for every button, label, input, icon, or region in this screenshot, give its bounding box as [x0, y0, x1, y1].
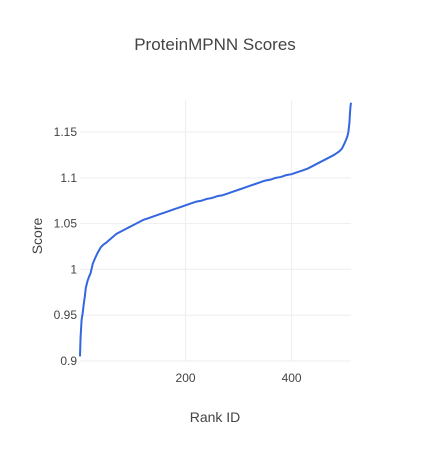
grid: [80, 100, 351, 362]
y-tick-label: 1: [70, 262, 77, 276]
y-axis-title: Score: [29, 218, 45, 255]
x-tick-label: 200: [176, 371, 196, 385]
y-tick-label: 0.9: [60, 354, 77, 368]
chart-title: ProteinMPNN Scores: [134, 35, 296, 54]
y-tick-label: 0.95: [54, 308, 78, 322]
x-axis-title: Rank ID: [190, 409, 241, 425]
y-tick-label: 1.15: [54, 125, 78, 139]
series-line-score: [79, 102, 352, 357]
y-tick-label: 1.05: [54, 217, 78, 231]
x-tick-label: 400: [282, 371, 302, 385]
x-axis-ticks: 200 400: [176, 371, 302, 385]
y-tick-label: 1.1: [60, 171, 77, 185]
y-axis-ticks: 0.9 0.95 1 1.05 1.1 1.15: [54, 125, 78, 368]
